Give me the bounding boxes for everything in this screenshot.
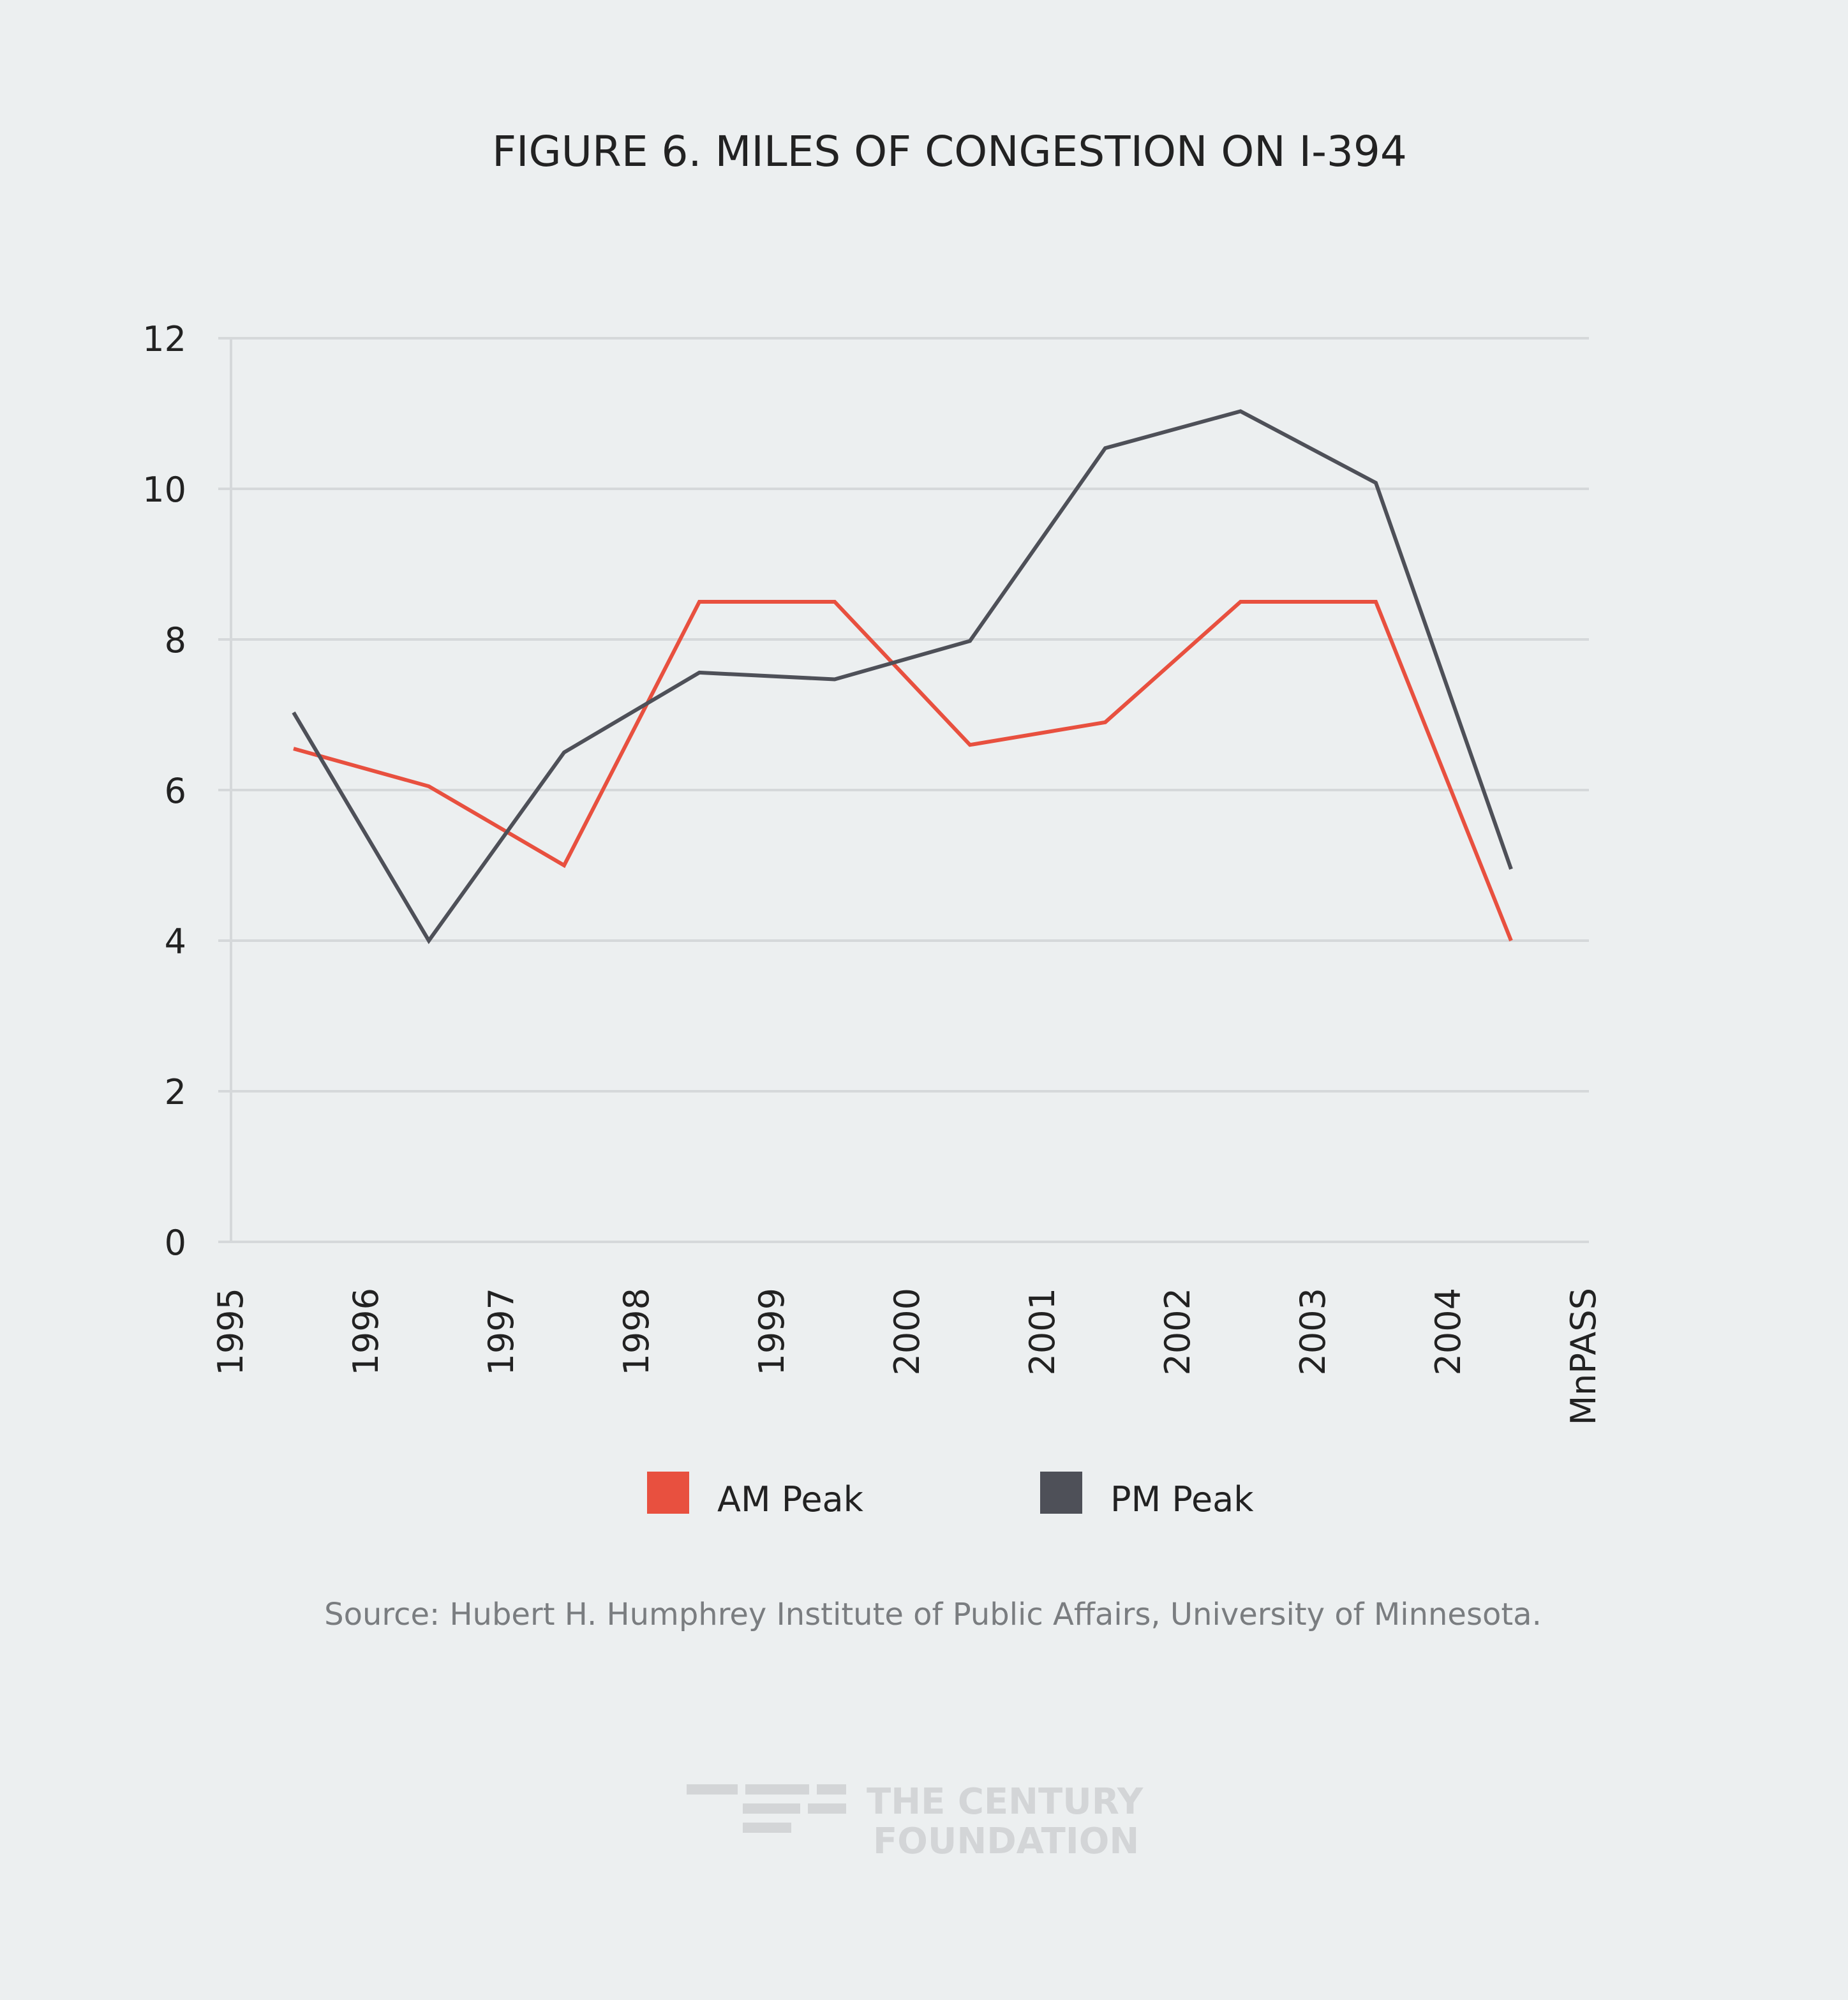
line [292,409,1513,944]
x-tick-label: MnPASS [1563,1288,1604,1425]
y-tick-label: 10 [142,470,186,510]
y-tick-label: 2 [165,1072,186,1112]
logo-bar [743,1823,791,1833]
logo-bar [743,1803,800,1814]
y-tick-label: 0 [165,1223,186,1263]
y-tick-label: 4 [165,922,186,962]
logo-bar [817,1784,846,1795]
x-tick-label: 1999 [752,1288,792,1375]
y-tick-label: 12 [142,319,186,359]
y-tick-label: 6 [165,771,186,811]
x-tick-label: 1998 [616,1288,657,1375]
x-tick-label: 2003 [1293,1288,1333,1375]
legend-swatch [1040,1472,1082,1514]
line [293,600,1513,942]
x-tick-label: 1996 [346,1288,386,1375]
logo-bar [687,1784,738,1795]
source: Source: Hubert H. Humphrey Institute of … [324,1597,1542,1632]
x-tick-label: 2002 [1158,1288,1198,1375]
legend-label: AM Peak [717,1479,864,1519]
logo: THE CENTURY FOUNDATION [687,1781,1144,1862]
x-tick-label: 2001 [1022,1288,1062,1375]
x-tick-label: 1995 [211,1288,251,1375]
x-tick-label: 1997 [481,1288,521,1375]
logo-text: FOUNDATION [873,1821,1139,1862]
legend-swatch [647,1472,689,1514]
logo-bar [808,1803,846,1814]
logo-text: THE CENTURY [867,1781,1144,1823]
x-tick-label: 2000 [887,1288,927,1375]
logo-bar [745,1784,809,1795]
y-tick-label: 8 [165,620,186,660]
chart-title: FIGURE 6. MILES OF CONGESTION ON I-394 [492,127,1407,176]
x-tick-label: 2004 [1428,1288,1468,1375]
legend-label: PM Peak [1110,1479,1254,1519]
